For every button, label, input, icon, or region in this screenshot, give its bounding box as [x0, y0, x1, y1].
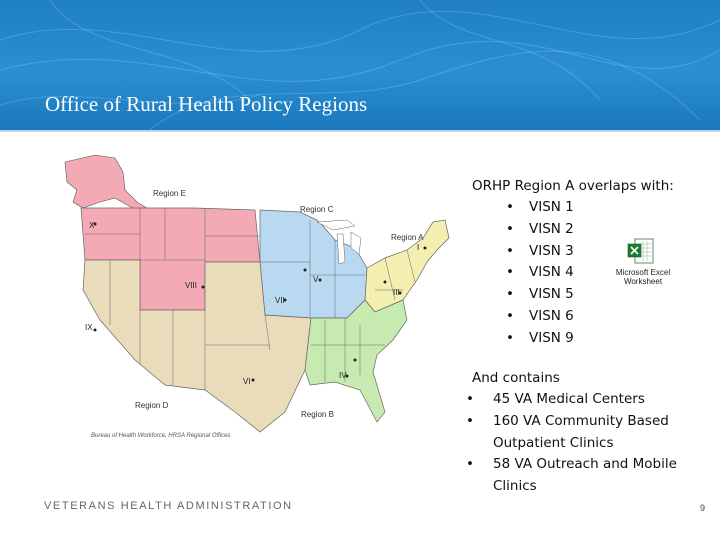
region-c-label: Region C: [300, 205, 334, 214]
lake-michigan: [336, 233, 346, 265]
office-label-x: X: [89, 221, 95, 230]
office-label-viii: VIII: [185, 281, 197, 290]
list-item: • VISN 4: [506, 264, 574, 281]
office-label-vii: VII: [275, 296, 285, 305]
office-label-iii: III: [393, 288, 400, 297]
banner-divider: [0, 130, 720, 132]
list-item: • 45 VA Medical Centers: [466, 391, 645, 407]
region-d-label: Region D: [135, 401, 169, 410]
contains-heading: And contains: [472, 370, 560, 386]
list-item: • VISN 5: [506, 286, 574, 303]
regions-map: Region E Region C Region A Region D Regi…: [64, 154, 450, 433]
visn-list: • VISN 1 • VISN 2 • VISN 3 • VISN 4 • VISN 5 …: [506, 197, 574, 350]
list-item: • VISN 3: [506, 242, 574, 259]
office-label-i: I: [417, 243, 419, 252]
list-item: • VISN 9: [506, 329, 574, 346]
lake-huron: [350, 231, 362, 255]
office-label-vi: VI: [243, 377, 251, 386]
region-d-area: [82, 259, 312, 433]
region-e-label: Region E: [153, 189, 186, 198]
excel-worksheet-icon: [627, 238, 654, 264]
list-item: • VISN 2: [506, 220, 574, 237]
map-source-caption: Bureau of Health Workforce, HRSA Regiona…: [91, 433, 231, 439]
banner-swirl-decoration: [0, 0, 720, 130]
footer-organization: VETERANS HEALTH ADMINISTRATION: [44, 500, 293, 512]
lake-superior: [316, 219, 356, 231]
office-label-ix: IX: [85, 323, 93, 332]
excel-attachment-label: Microsoft Excel Worksheet: [615, 268, 671, 286]
list-item: • 58 VA Outreach and Mobile Clinics: [466, 456, 677, 495]
region-b-label: Region B: [301, 410, 334, 419]
slide-title: Office of Rural Health Policy Regions: [45, 92, 368, 116]
contains-list: • 45 VA Medical Centers • 160 VA Community…: [466, 389, 706, 498]
region-a-label: Region A: [391, 233, 424, 242]
office-label-iv: IV: [339, 371, 347, 380]
office-label-v: V: [313, 275, 319, 284]
title-banner: Office of Rural Health Policy Regions: [0, 0, 720, 130]
alaska-region-e: [64, 154, 151, 215]
list-item: • VISN 1: [506, 199, 574, 215]
page-number: 9: [700, 503, 706, 513]
list-item: • VISN 6: [506, 307, 574, 324]
excel-attachment[interactable]: Microsoft Excel Worksheet: [606, 238, 680, 290]
region-a-intro: ORHP Region A overlaps with:: [472, 178, 674, 194]
list-item: • 160 VA Community Based Outpatient Clini…: [466, 412, 669, 451]
